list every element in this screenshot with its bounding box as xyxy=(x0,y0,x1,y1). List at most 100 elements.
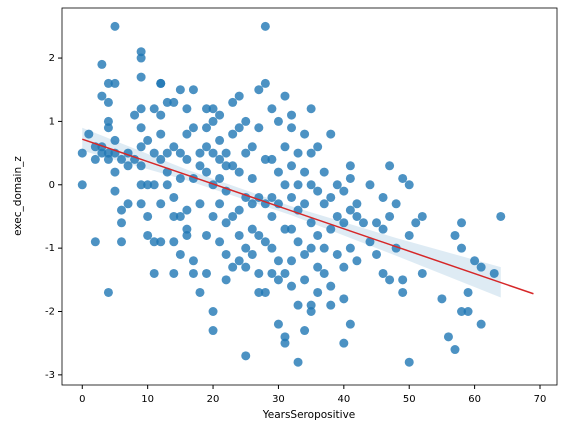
point xyxy=(136,180,146,190)
point xyxy=(215,199,225,209)
point xyxy=(280,224,290,234)
point xyxy=(293,237,303,247)
point xyxy=(247,142,257,152)
point xyxy=(306,300,316,310)
point xyxy=(280,180,290,190)
point xyxy=(103,123,113,133)
point xyxy=(306,148,316,158)
point xyxy=(352,199,362,209)
point xyxy=(188,123,198,133)
point xyxy=(254,287,264,297)
point xyxy=(143,180,153,190)
point xyxy=(162,148,172,158)
point xyxy=(208,148,218,158)
point xyxy=(175,211,185,221)
point xyxy=(117,154,127,164)
point xyxy=(123,161,133,171)
point xyxy=(103,116,113,126)
point xyxy=(496,211,506,221)
point xyxy=(221,161,231,171)
point xyxy=(156,154,166,164)
point xyxy=(470,256,480,266)
point xyxy=(267,104,277,114)
x-tick-label: 50 xyxy=(403,394,416,405)
point xyxy=(287,256,297,266)
point xyxy=(457,243,467,253)
point xyxy=(97,91,107,101)
point xyxy=(117,218,127,228)
point xyxy=(241,262,251,272)
point xyxy=(391,199,401,209)
point xyxy=(437,294,447,304)
point xyxy=(162,180,172,190)
point xyxy=(313,186,323,196)
point xyxy=(287,123,297,133)
point xyxy=(195,199,205,209)
point xyxy=(130,110,140,120)
point xyxy=(300,326,310,336)
point xyxy=(241,351,251,361)
point xyxy=(97,59,107,69)
point xyxy=(208,211,218,221)
point xyxy=(202,268,212,278)
point xyxy=(175,249,185,259)
point xyxy=(385,211,395,221)
point xyxy=(365,180,375,190)
point xyxy=(345,161,355,171)
point xyxy=(300,249,310,259)
point xyxy=(457,307,467,317)
point xyxy=(182,230,192,240)
point xyxy=(457,218,467,228)
point xyxy=(188,268,198,278)
point xyxy=(358,218,368,228)
point xyxy=(234,256,244,266)
point xyxy=(365,237,375,247)
x-tick-label: 0 xyxy=(79,394,85,405)
x-tick-label: 10 xyxy=(141,394,154,405)
x-tick-label: 70 xyxy=(534,394,547,405)
point xyxy=(143,230,153,240)
point xyxy=(489,268,499,278)
point xyxy=(450,230,460,240)
point xyxy=(215,135,225,145)
y-tick-label: 1 xyxy=(49,116,55,127)
point xyxy=(476,262,486,272)
point xyxy=(345,243,355,253)
point xyxy=(267,243,277,253)
point xyxy=(202,123,212,133)
point xyxy=(182,224,192,234)
point xyxy=(398,287,408,297)
point xyxy=(300,167,310,177)
point xyxy=(339,186,349,196)
point xyxy=(169,192,179,202)
point xyxy=(110,167,120,177)
point xyxy=(345,205,355,215)
point xyxy=(313,287,323,297)
point xyxy=(287,192,297,202)
point xyxy=(215,173,225,183)
point xyxy=(241,148,251,158)
point xyxy=(149,104,159,114)
point xyxy=(404,180,414,190)
point xyxy=(326,224,336,234)
point xyxy=(450,345,460,355)
point xyxy=(306,104,316,114)
point xyxy=(103,287,113,297)
point xyxy=(293,357,303,367)
point xyxy=(110,21,120,31)
point xyxy=(215,110,225,120)
point xyxy=(215,154,225,164)
point xyxy=(319,268,329,278)
point xyxy=(175,173,185,183)
point xyxy=(149,148,159,158)
point xyxy=(372,218,382,228)
point xyxy=(319,167,329,177)
point xyxy=(234,167,244,177)
y-axis-label: exec_domain_z xyxy=(12,156,24,236)
point xyxy=(306,180,316,190)
point xyxy=(202,142,212,152)
point xyxy=(326,129,336,139)
point xyxy=(241,243,251,253)
point xyxy=(326,281,336,291)
point xyxy=(280,142,290,152)
